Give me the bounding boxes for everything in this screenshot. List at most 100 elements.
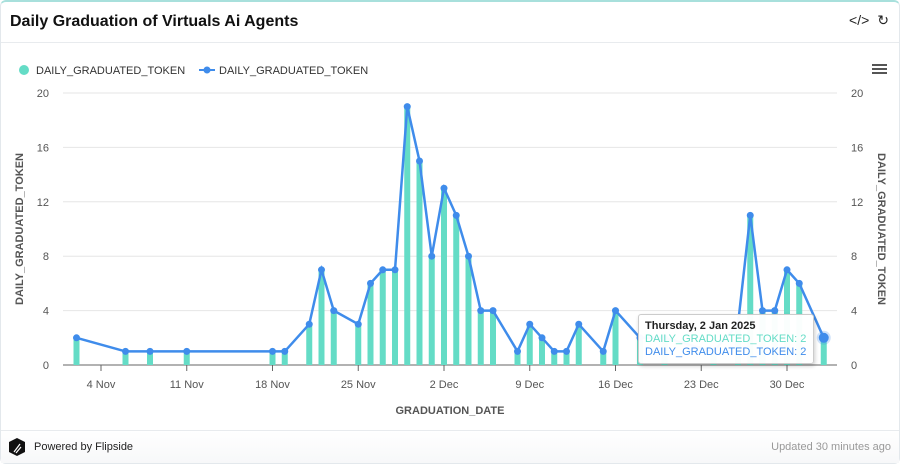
y2-tick-label: 4 <box>851 306 857 318</box>
y-tick-label: 12 <box>37 197 49 209</box>
line-point <box>146 347 154 355</box>
line-point <box>563 347 570 355</box>
line-point <box>612 307 619 315</box>
line-point <box>122 347 129 355</box>
y2-tick-label: 16 <box>851 142 863 154</box>
bar <box>465 256 472 365</box>
bar <box>122 351 129 365</box>
bar <box>477 310 484 365</box>
y2-tick-label: 20 <box>851 88 863 100</box>
bar <box>551 351 558 365</box>
x-axis-title: GRADUATION_DATE <box>396 405 505 417</box>
line-point <box>428 252 436 260</box>
legend-bar-label: DAILY_GRADUATED_TOKEN <box>36 65 185 77</box>
bar <box>416 161 423 365</box>
line-point <box>183 347 191 355</box>
line-point <box>269 347 276 355</box>
bar <box>747 215 754 365</box>
line-point <box>550 347 558 355</box>
bar <box>183 351 190 365</box>
bar <box>318 269 325 365</box>
bar <box>526 324 533 365</box>
line-point <box>746 211 754 219</box>
line-point <box>354 320 362 328</box>
bar <box>600 351 607 365</box>
x-tick-label: 16 Dec <box>598 379 633 391</box>
x-tick-label: 30 Dec <box>770 379 805 391</box>
line-point <box>783 266 791 274</box>
line-point <box>330 307 338 315</box>
bar <box>453 215 460 365</box>
y-tick-label: 8 <box>43 251 49 263</box>
line-point <box>538 334 546 342</box>
line-point <box>452 211 460 219</box>
hamburger-icon[interactable] <box>872 62 887 76</box>
bar <box>367 283 374 365</box>
legend-bar-marker <box>19 65 29 75</box>
bar <box>575 324 582 365</box>
bar <box>306 324 313 365</box>
bar <box>514 351 521 365</box>
y2-axis-title: DAILY_GRADUATED_TOKEN <box>875 153 887 305</box>
bar <box>612 310 619 365</box>
line-point <box>367 279 374 287</box>
line-point <box>416 157 423 165</box>
tooltip: Thursday, 2 Jan 2025 DAILY_GRADUATED_TOK… <box>638 314 814 364</box>
flipside-logo-icon <box>9 438 25 456</box>
powered-by-link[interactable]: Powered by Flipside <box>34 441 134 453</box>
y-axis-title: DAILY_GRADUATED_TOKEN <box>14 153 26 305</box>
x-tick-label: 4 Nov <box>87 379 116 391</box>
line-point <box>318 266 325 274</box>
y-tick-label: 0 <box>43 360 49 372</box>
line-point <box>73 334 80 342</box>
line-point <box>795 279 803 287</box>
line-point <box>818 332 829 343</box>
line-point <box>281 347 289 355</box>
legend: DAILY_GRADUATED_TOKEN DAILY_GRADUATED_TO… <box>19 65 368 77</box>
x-tick-label: 23 Dec <box>684 379 719 391</box>
y2-tick-label: 12 <box>851 197 863 209</box>
bar <box>269 351 276 365</box>
bar <box>147 351 153 365</box>
bar <box>330 310 337 365</box>
line-point <box>489 307 497 315</box>
line-point <box>379 266 387 274</box>
y-tick-label: 4 <box>43 306 49 318</box>
bar <box>428 256 435 365</box>
line-point <box>514 347 521 355</box>
tooltip-line-value: DAILY_GRADUATED_TOKEN: 2 <box>645 346 807 358</box>
x-tick-label: 2 Dec <box>430 379 459 391</box>
bar <box>563 351 570 365</box>
chart: DAILY_GRADUATED_TOKEN DAILY_GRADUATED_TO… <box>14 65 887 417</box>
y-tick-label: 16 <box>37 142 49 154</box>
bar <box>73 337 80 365</box>
x-tick-label: 9 Dec <box>515 379 544 391</box>
x-tick-label: 25 Nov <box>341 379 376 391</box>
updated-timestamp: Updated 30 minutes ago <box>771 441 891 453</box>
bar <box>404 106 411 365</box>
line-point <box>403 103 411 111</box>
line-point <box>391 266 399 274</box>
refresh-icon[interactable]: ↻ <box>877 12 889 28</box>
line-point <box>305 320 313 328</box>
line-point <box>759 307 766 315</box>
chart-title: Daily Graduation of Virtuals Ai Agents <box>10 13 299 30</box>
bar <box>355 324 362 365</box>
bar <box>379 269 386 365</box>
bar <box>281 351 288 365</box>
y-tick-label: 20 <box>37 88 49 100</box>
line-point <box>440 184 448 192</box>
bar <box>539 337 545 365</box>
line-point <box>526 320 534 328</box>
bar <box>392 269 398 365</box>
x-tick-label: 18 Nov <box>255 379 290 391</box>
y2-tick-label: 0 <box>851 360 857 372</box>
code-icon[interactable]: </> <box>849 12 870 28</box>
footer: Powered by Flipside Updated 30 minutes a… <box>1 430 899 463</box>
card-header: Daily Graduation of Virtuals Ai Agents <… <box>1 2 899 43</box>
line-point <box>771 307 779 315</box>
line-point <box>599 347 607 355</box>
line-point <box>477 307 485 315</box>
bar <box>490 310 496 365</box>
